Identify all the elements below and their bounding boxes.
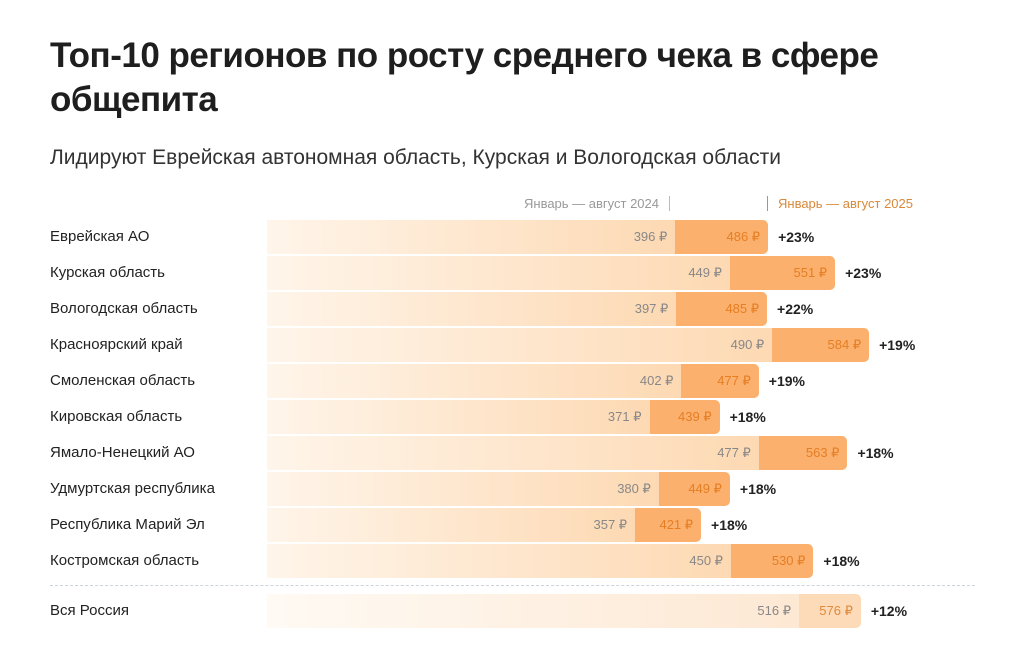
growth-label: +18% <box>857 445 894 461</box>
bar-2024 <box>267 472 659 506</box>
value-label-2024: 477 ₽ <box>717 445 751 460</box>
bar-group <box>267 508 702 542</box>
bar-group <box>267 256 836 290</box>
bar-row: Ямало-Ненецкий АО 477 ₽ 563 ₽ +18% <box>0 436 1024 470</box>
growth-label: +19% <box>879 337 916 353</box>
value-label-2025: 584 ₽ <box>827 337 862 352</box>
category-label: Республика Марий Эл <box>50 516 205 533</box>
bar-group <box>267 436 848 470</box>
category-label: Смоленская область <box>50 372 196 389</box>
bar-2024 <box>267 328 773 362</box>
bar-2024 <box>267 364 682 398</box>
value-label-2024: 380 ₽ <box>617 481 651 496</box>
value-label-2024: 396 ₽ <box>633 229 668 244</box>
value-label-2025: 576 ₽ <box>819 603 853 618</box>
bar-row: Еврейская АО 396 ₽ 486 ₽ +23% <box>0 220 1024 254</box>
bar-group <box>267 472 730 506</box>
value-label-2025: 449 ₽ <box>688 481 722 496</box>
growth-label: +23% <box>778 229 815 245</box>
value-label-2024: 371 ₽ <box>607 409 642 424</box>
bar-2025 <box>798 594 861 628</box>
value-label-2024: 449 ₽ <box>688 265 722 280</box>
bar-2025 <box>675 220 769 254</box>
bar-row: Костромская область 450 ₽ 530 ₽ +18% <box>0 544 1024 578</box>
value-label-2025: 485 ₽ <box>725 301 760 316</box>
value-label-2025: 421 ₽ <box>659 517 694 532</box>
value-label-2025: 530 ₽ <box>771 553 806 568</box>
separator <box>50 585 975 586</box>
growth-label: +23% <box>845 265 882 281</box>
value-label-2024: 402 ₽ <box>639 373 674 388</box>
bar-row: Республика Марий Эл 357 ₽ 421 ₽ +18% <box>0 508 1024 542</box>
category-label: Ямало-Ненецкий АО <box>50 444 195 461</box>
bar-2025 <box>681 364 759 398</box>
category-label: Удмуртская республика <box>50 480 215 497</box>
growth-label: +18% <box>711 517 748 533</box>
bar-2024 <box>267 292 677 326</box>
bar-row: Вологодская область 397 ₽ 485 ₽ +22% <box>0 292 1024 326</box>
category-label: Еврейская АО <box>50 228 150 245</box>
bar-2025 <box>758 436 848 470</box>
total-row: Вся Россия 516 ₽ 576 ₽ +12% <box>0 594 1024 628</box>
bar-group <box>267 220 769 254</box>
chart-subtitle: Лидируют Еврейская автономная область, К… <box>50 146 781 169</box>
growth-label: +18% <box>729 409 766 425</box>
bar-group <box>267 328 870 362</box>
bar-2025 <box>649 400 720 434</box>
bar-row: Курская область 449 ₽ 551 ₽ +23% <box>0 256 1024 290</box>
legend-2025: Январь — август 2025 <box>767 196 913 211</box>
category-label: Костромская область <box>50 552 200 569</box>
bar-group <box>267 364 759 398</box>
value-label-2025: 551 ₽ <box>793 265 828 280</box>
bar-group <box>267 544 814 578</box>
bar-2024 <box>267 544 731 578</box>
bar-2025 <box>729 256 836 290</box>
bar-2025 <box>772 328 870 362</box>
value-label-2024: 397 ₽ <box>634 301 669 316</box>
bar-2025 <box>635 508 702 542</box>
bar-2024 <box>267 400 650 434</box>
bar-group <box>267 292 768 326</box>
growth-label: +22% <box>777 301 814 317</box>
category-label: Вся Россия <box>50 602 129 619</box>
bar-2024 <box>267 220 676 254</box>
value-label-2025: 563 ₽ <box>805 445 840 460</box>
bar-group <box>267 594 861 628</box>
value-label-2024: 490 ₽ <box>730 337 765 352</box>
value-label-2024: 357 ₽ <box>593 517 628 532</box>
value-label-2025: 477 ₽ <box>717 373 751 388</box>
growth-label: +12% <box>870 603 908 619</box>
value-label-2024: 516 ₽ <box>757 603 791 618</box>
value-label-2025: 486 ₽ <box>726 229 761 244</box>
bar-2025 <box>730 544 814 578</box>
value-label-2024: 450 ₽ <box>689 553 723 568</box>
bar-2024 <box>267 508 636 542</box>
bar-row: Удмуртская республика 380 ₽ 449 ₽ +18% <box>0 472 1024 506</box>
growth-label: +18% <box>823 553 860 569</box>
growth-label: +18% <box>739 481 777 497</box>
bar-2025 <box>676 292 768 326</box>
bar-2024 <box>267 594 799 628</box>
category-label: Кировская область <box>50 408 183 425</box>
category-label: Вологодская область <box>50 300 198 317</box>
growth-label: +19% <box>768 373 805 389</box>
bar-row: Смоленская область 402 ₽ 477 ₽ +19% <box>0 364 1024 398</box>
bar-2024 <box>267 256 730 290</box>
legend-2024: Январь — август 2024 <box>524 196 671 211</box>
category-label: Красноярский край <box>50 336 183 353</box>
bar-group <box>267 400 720 434</box>
bar-2025 <box>658 472 730 506</box>
chart-title: Топ-10 регионов по росту среднего чека в… <box>50 36 879 119</box>
bar-2024 <box>267 436 759 470</box>
category-label: Курская область <box>50 264 165 281</box>
bar-row: Красноярский край 490 ₽ 584 ₽ +19% <box>0 328 1024 362</box>
value-label-2025: 439 ₽ <box>678 409 712 424</box>
bar-row: Кировская область 371 ₽ 439 ₽ +18% <box>0 400 1024 434</box>
